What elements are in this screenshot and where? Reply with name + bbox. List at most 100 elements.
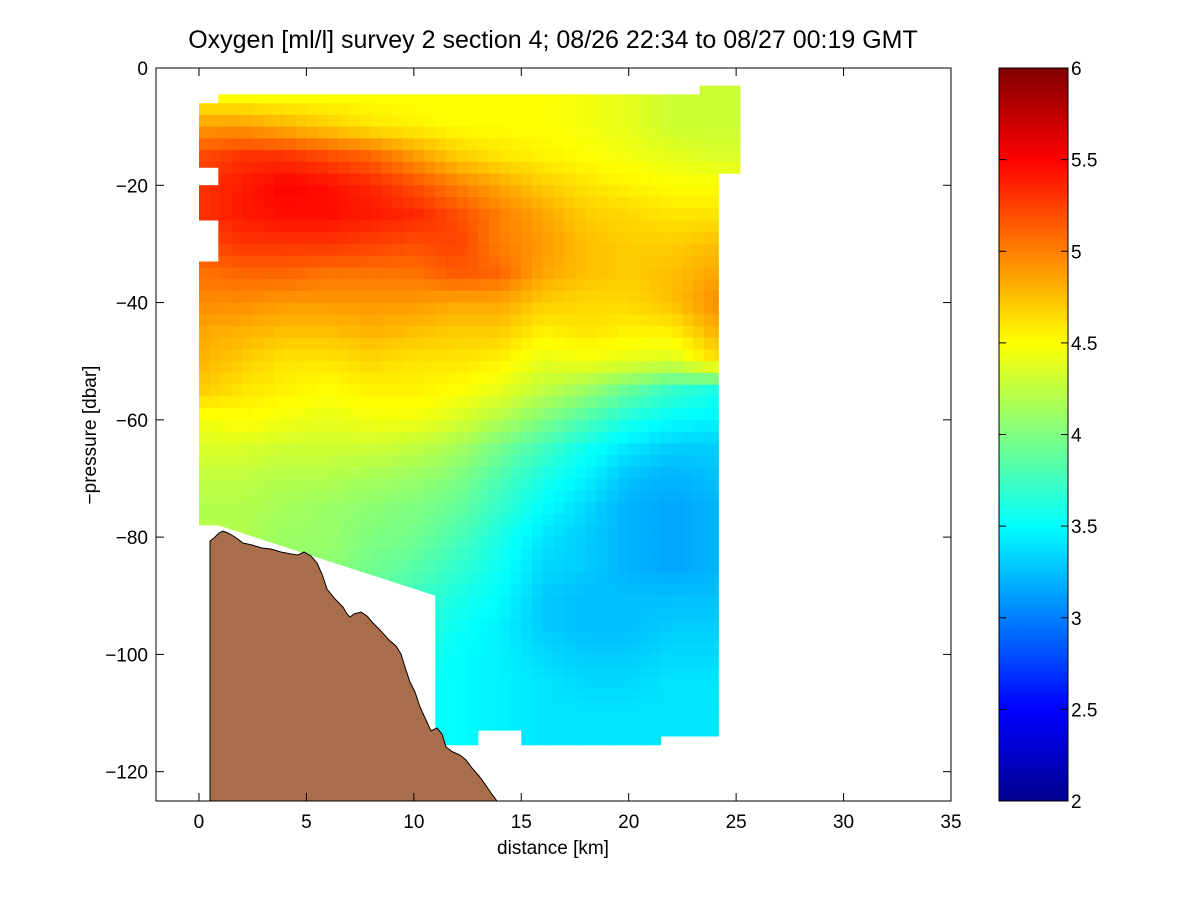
heatmap-cell: [435, 243, 447, 257]
heatmap-cell: [424, 255, 436, 268]
heatmap-cell: [671, 103, 683, 116]
y-tick-label: −20: [116, 176, 148, 197]
heatmap-cell: [628, 337, 640, 350]
heatmap-cell: [553, 290, 565, 304]
heatmap-cell: [274, 91, 286, 104]
heatmap-cell: [413, 384, 426, 397]
heatmap-cell: [499, 689, 512, 702]
heatmap-cell: [403, 501, 415, 515]
heatmap-cell: [650, 161, 662, 175]
heatmap-cell: [639, 126, 651, 139]
heatmap-cell: [725, 114, 737, 128]
heatmap-cell: [660, 185, 673, 198]
heatmap-cell: [671, 267, 683, 280]
heatmap-cell: [596, 525, 608, 538]
heatmap-cell: [618, 361, 630, 374]
heatmap-cell: [585, 443, 597, 456]
heatmap-cell: [510, 197, 522, 210]
heatmap-cell: [671, 314, 683, 327]
heatmap-cell: [639, 689, 651, 702]
heatmap-cell: [467, 326, 479, 339]
heatmap-cell: [252, 490, 264, 503]
x-tick-label: 0: [194, 812, 205, 833]
heatmap-cell: [521, 103, 533, 116]
heatmap-cell: [231, 126, 243, 139]
heatmap-cell: [703, 490, 716, 503]
heatmap-cell: [693, 619, 705, 632]
heatmap-cell: [618, 443, 630, 456]
heatmap-cell: [478, 302, 490, 315]
heatmap-cell: [209, 197, 221, 210]
heatmap-cell: [338, 431, 350, 444]
heatmap-cell: [381, 103, 393, 116]
heatmap-cell: [467, 666, 479, 679]
heatmap-cell: [542, 525, 555, 538]
heatmap-cell: [284, 126, 297, 139]
heatmap-cell: [231, 220, 243, 233]
heatmap-cell: [510, 185, 522, 198]
heatmap-cell: [671, 349, 683, 362]
heatmap-cell: [338, 161, 350, 175]
heatmap-cell: [618, 560, 630, 573]
heatmap-cell: [317, 443, 329, 456]
heatmap-cell: [338, 455, 350, 468]
heatmap-cell: [607, 161, 619, 175]
heatmap-cell: [220, 361, 232, 374]
heatmap-cell: [639, 525, 651, 538]
heatmap-cell: [370, 208, 383, 221]
heatmap-cell: [553, 161, 565, 175]
heatmap-cell: [628, 255, 640, 268]
heatmap-cell: [456, 630, 469, 644]
heatmap-cell: [274, 501, 286, 515]
heatmap-cell: [682, 267, 694, 280]
heatmap-cell: [263, 91, 275, 104]
heatmap-cell: [252, 431, 264, 444]
heatmap-cell: [575, 724, 587, 738]
heatmap-cell: [435, 290, 447, 304]
heatmap-cell: [596, 185, 608, 198]
heatmap-cell: [489, 408, 501, 421]
heatmap-cell: [596, 513, 608, 526]
heatmap-cell: [370, 232, 383, 245]
heatmap-cell: [489, 372, 501, 386]
heatmap-cell: [403, 279, 415, 292]
heatmap-cell: [370, 396, 383, 409]
heatmap-cell: [446, 326, 458, 339]
heatmap-cell: [682, 572, 694, 585]
heatmap-cell: [618, 572, 630, 585]
heatmap-cell: [499, 584, 512, 597]
heatmap-cell: [413, 584, 426, 597]
heatmap-cell: [703, 279, 716, 292]
heatmap-cell: [413, 91, 426, 104]
heatmap-cell: [693, 431, 705, 444]
heatmap-cell: [381, 150, 393, 163]
heatmap-cell: [521, 560, 533, 573]
y-tick-label: −60: [116, 411, 148, 432]
heatmap-cell: [209, 490, 221, 503]
heatmap-cell: [403, 419, 415, 433]
heatmap-cell: [575, 267, 587, 280]
heatmap-cell: [231, 326, 243, 339]
heatmap-cell: [274, 349, 286, 362]
heatmap-cell: [542, 572, 555, 585]
heatmap-cell: [650, 243, 662, 257]
heatmap-cell: [220, 326, 232, 339]
heatmap-cell: [510, 630, 522, 644]
heatmap-cell: [435, 173, 447, 186]
heatmap-cell: [403, 466, 415, 480]
heatmap-cell: [220, 243, 232, 257]
heatmap-cell: [424, 279, 436, 292]
heatmap-cell: [650, 419, 662, 433]
heatmap-cell: [639, 290, 651, 304]
heatmap-cell: [413, 255, 426, 268]
heatmap-cell: [392, 572, 404, 585]
heatmap-cell: [370, 384, 383, 397]
heatmap-cell: [349, 314, 361, 327]
heatmap-cell: [317, 138, 329, 151]
heatmap-cell: [199, 431, 211, 444]
heatmap-cell: [489, 478, 501, 491]
heatmap-cell: [618, 279, 630, 292]
heatmap-cell: [456, 572, 469, 585]
heatmap-cell: [682, 642, 694, 655]
heatmap-cell: [241, 337, 254, 350]
